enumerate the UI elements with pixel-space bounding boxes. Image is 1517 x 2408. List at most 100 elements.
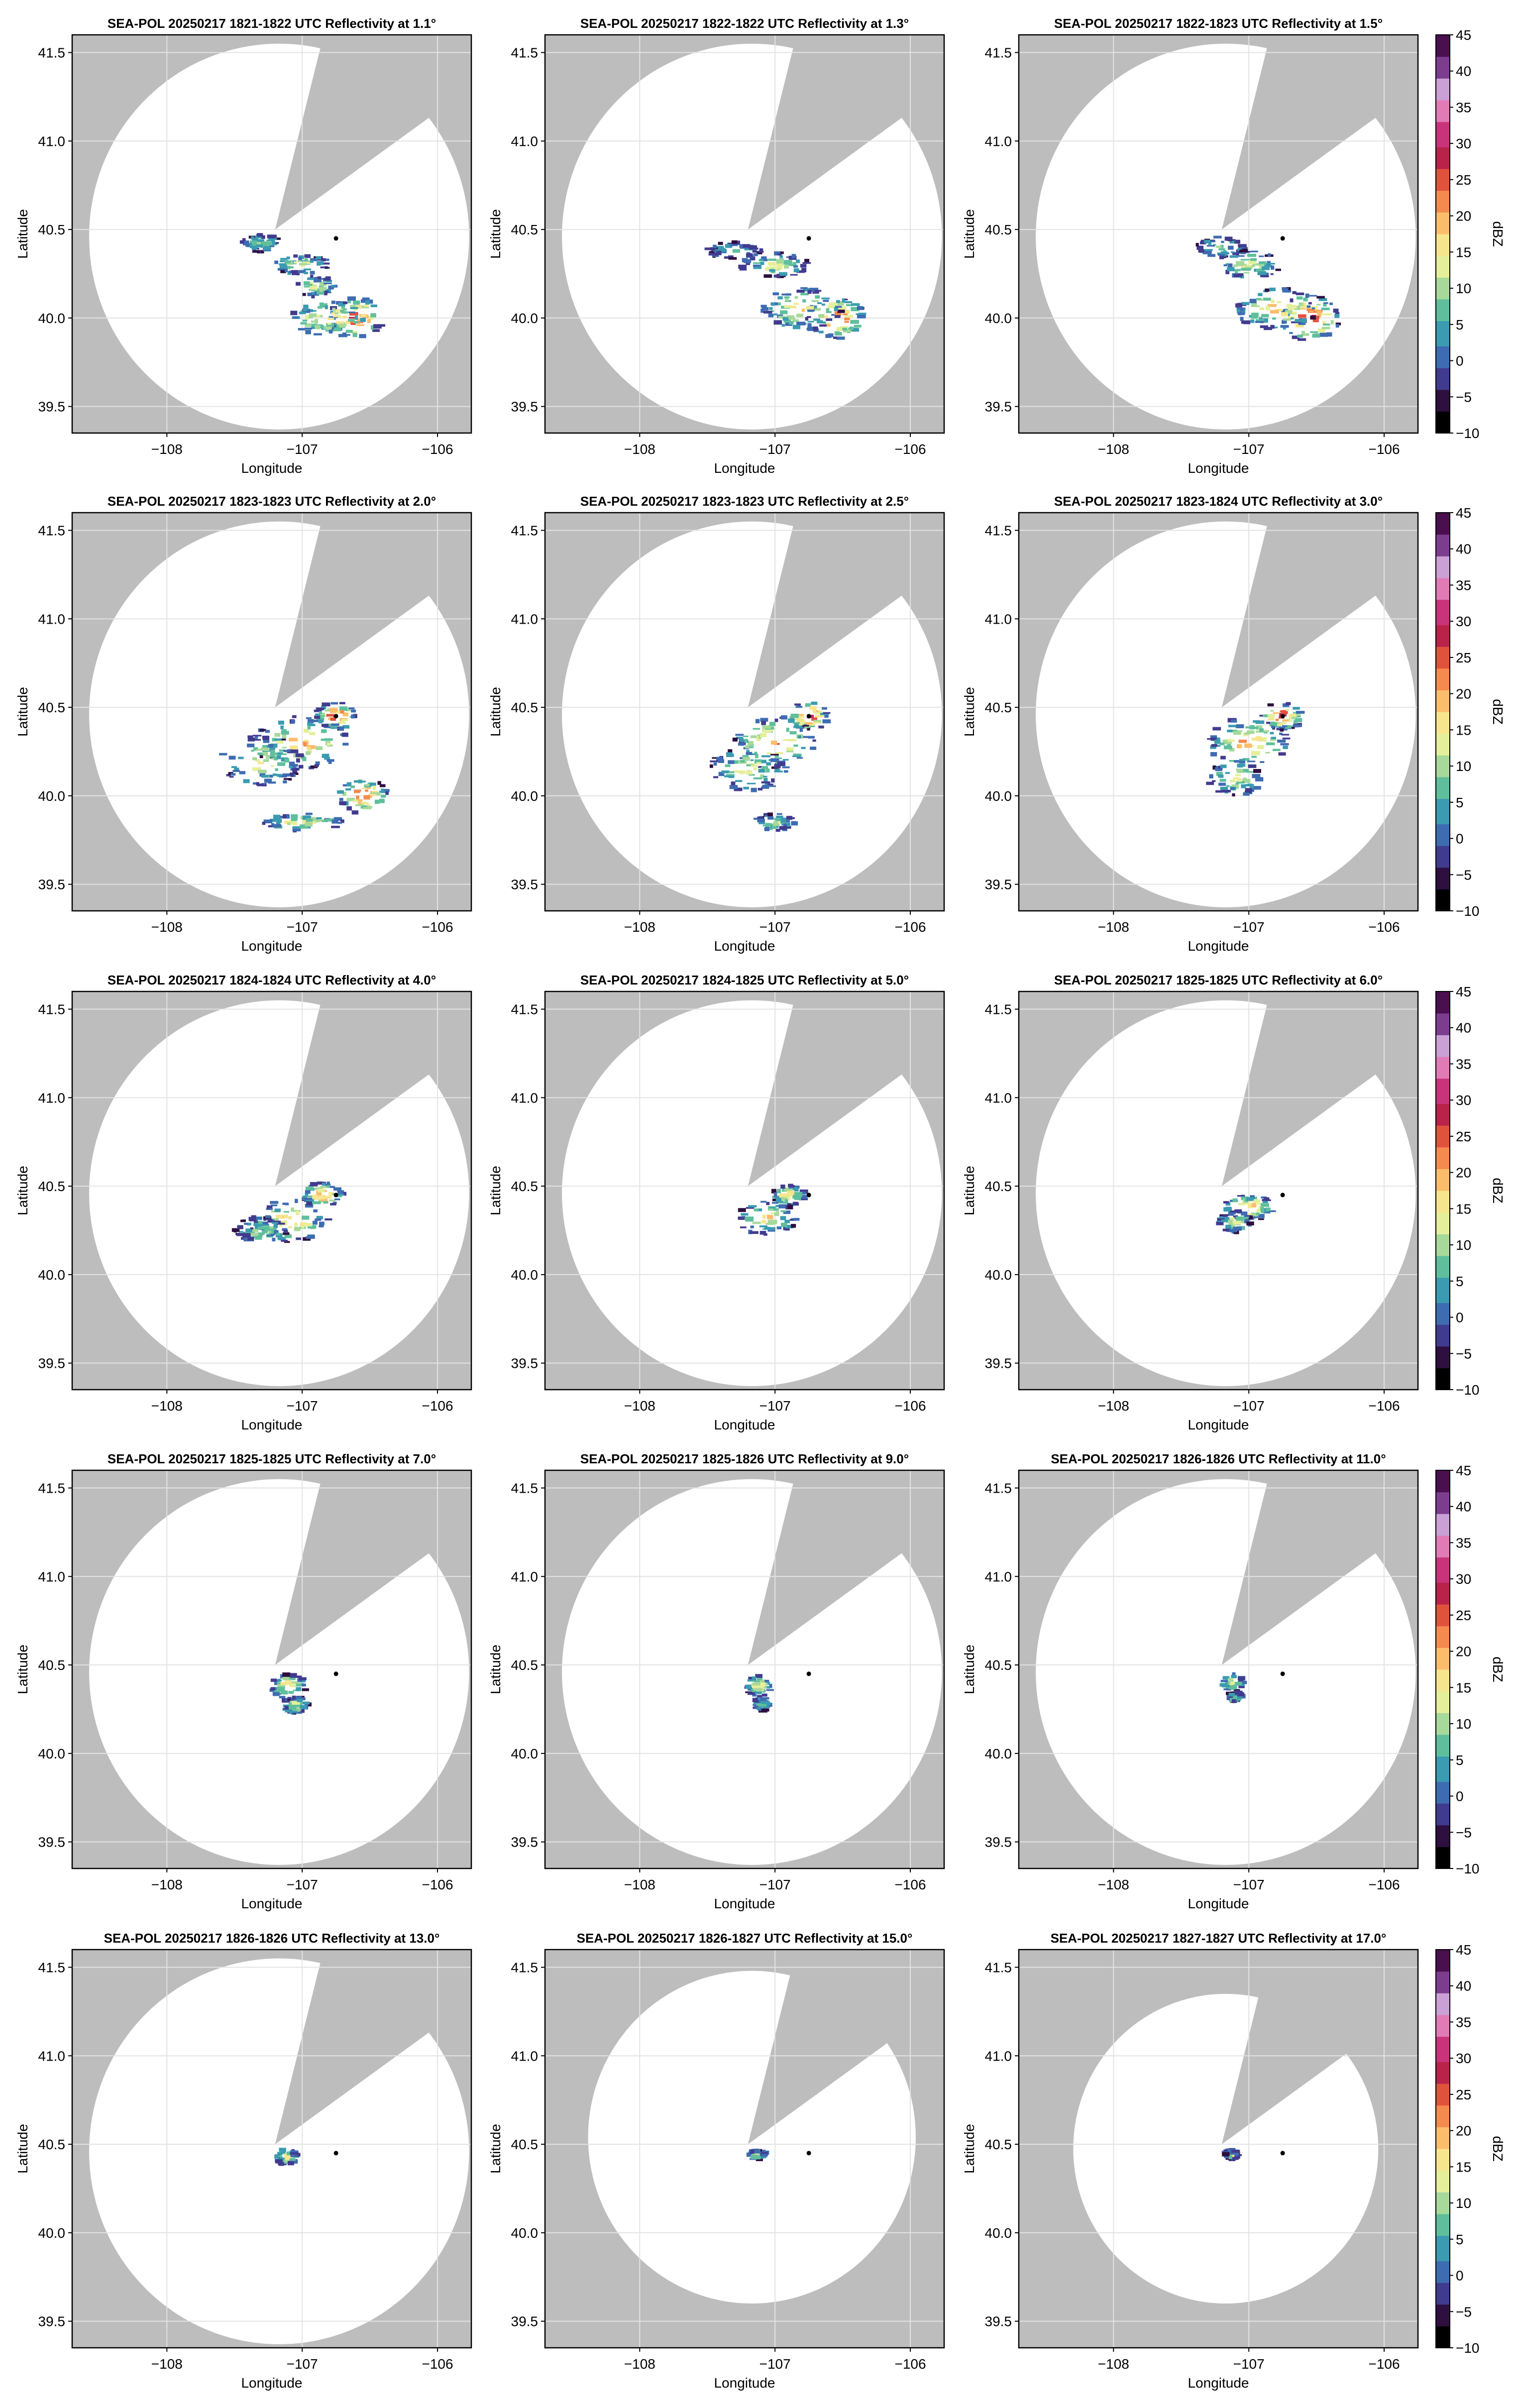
echo-pixel (1288, 307, 1293, 311)
echo-pixel (342, 311, 348, 314)
echo-pixel (802, 262, 811, 264)
echo-pixel (796, 270, 805, 273)
echo-pixel (1256, 298, 1261, 300)
echo-pixel (282, 1672, 291, 1677)
echo-pixel (801, 736, 810, 738)
colorbar-step (1436, 903, 1450, 908)
echo-pixel (1329, 302, 1333, 305)
colorbar-step (1436, 1324, 1450, 1328)
echo-pixel (328, 717, 332, 720)
echo-pixel (851, 303, 860, 306)
colorbar-step (1436, 577, 1450, 582)
echo-pixel (745, 745, 750, 749)
echo-pixel (267, 1218, 273, 1223)
echo-pixel (337, 721, 346, 724)
echo-pixel (1250, 1195, 1255, 1199)
echo-pixel (270, 1232, 275, 1236)
echo-pixel (322, 1183, 325, 1186)
plot-frame (544, 1949, 945, 2349)
echo-pixel (732, 737, 738, 742)
colorbar-step (1436, 89, 1450, 93)
echo-pixel (1235, 303, 1243, 308)
echo-pixel (1212, 765, 1216, 770)
echo-pixel (751, 787, 757, 792)
colorbar-step (1436, 2326, 1450, 2330)
echo-pixel (732, 760, 741, 764)
echo-cell (754, 812, 798, 832)
echo-pixel (1240, 259, 1250, 261)
plot-frame (71, 1949, 472, 2349)
echo-pixel (252, 1229, 259, 1232)
colorbar-step (1436, 1488, 1450, 1493)
echo-pixel (833, 336, 837, 339)
echo-pixel (1231, 1674, 1237, 1678)
echo-pixel (279, 1225, 283, 1227)
colorbar-step (1436, 1600, 1450, 1605)
echo-pixel (330, 1203, 336, 1205)
colorbar-step (1436, 1807, 1450, 1811)
echo-pixel (309, 313, 317, 317)
colorbar-step (1436, 2250, 1450, 2254)
echo-pixel (257, 783, 264, 786)
colorbar-step (1436, 2300, 1450, 2305)
echo-pixel (1273, 712, 1280, 714)
x-axis-label: Longitude (1188, 1417, 1249, 1432)
echo-pixel (741, 1216, 746, 1218)
y-tick-label: 41.0 (38, 1569, 66, 1584)
colorbar-step (1436, 107, 1450, 111)
echo-pixel (1330, 320, 1334, 325)
colorbar-step (1436, 321, 1450, 325)
colorbar-step (1436, 1125, 1450, 1129)
colorbar-step (1436, 1633, 1450, 1638)
colorbar-step (1436, 1234, 1450, 1238)
colorbar-step (1436, 1013, 1450, 1017)
x-tick-label: −107 (759, 919, 791, 935)
echo-pixel (748, 1692, 755, 1695)
echo-pixel (1309, 295, 1317, 297)
echo-pixel (822, 707, 827, 710)
echo-pixel (371, 792, 377, 794)
echo-cell (1280, 293, 1341, 341)
echo-pixel (304, 286, 311, 288)
echo-pixel (307, 746, 314, 749)
colorbar-step (1436, 701, 1450, 705)
colorbar-step (1436, 1382, 1450, 1387)
y-axis-label: Latitude (15, 1166, 30, 1215)
coverage-area (562, 1000, 942, 1386)
echo-pixel (342, 743, 349, 746)
colorbar-step (1436, 1864, 1450, 1869)
echo-pixel (1233, 777, 1240, 779)
echo-pixel (1273, 726, 1281, 728)
radar-panel: SEA-POL 20250217 1823-1823 UTC Reflectiv… (488, 494, 945, 954)
echo-pixel (297, 828, 301, 832)
echo-pixel (290, 772, 294, 777)
echo-pixel (1260, 1203, 1269, 1207)
echo-pixel (789, 1219, 796, 1221)
echo-pixel (286, 814, 290, 819)
echo-pixel (1229, 1683, 1233, 1685)
echo-pixel (276, 821, 281, 826)
echo-pixel (1229, 240, 1236, 244)
echo-pixel (761, 781, 770, 784)
echo-pixel (273, 824, 282, 828)
colorbar-step (1436, 56, 1450, 61)
echo-pixel (262, 822, 266, 825)
echo-pixel (312, 817, 317, 822)
y-tick-label: 40.0 (511, 1746, 539, 1761)
echo-pixel (1238, 244, 1247, 247)
x-axis-label: Longitude (714, 938, 775, 954)
colorbar-step (1436, 1957, 1450, 1961)
echo-pixel (809, 288, 819, 292)
echo-pixel (309, 1197, 317, 1199)
colorbar-step (1436, 143, 1450, 148)
colorbar-step (1436, 114, 1450, 118)
echo-pixel (329, 1200, 335, 1202)
echo-pixel (750, 1231, 758, 1234)
echo-pixel (803, 288, 810, 292)
echo-pixel (362, 297, 370, 301)
colorbar-step (1436, 1850, 1450, 1855)
colorbar-step (1436, 248, 1450, 252)
echo-pixel (1240, 1217, 1249, 1219)
echo-pixel (747, 1679, 756, 1682)
echo-pixel (750, 759, 754, 761)
